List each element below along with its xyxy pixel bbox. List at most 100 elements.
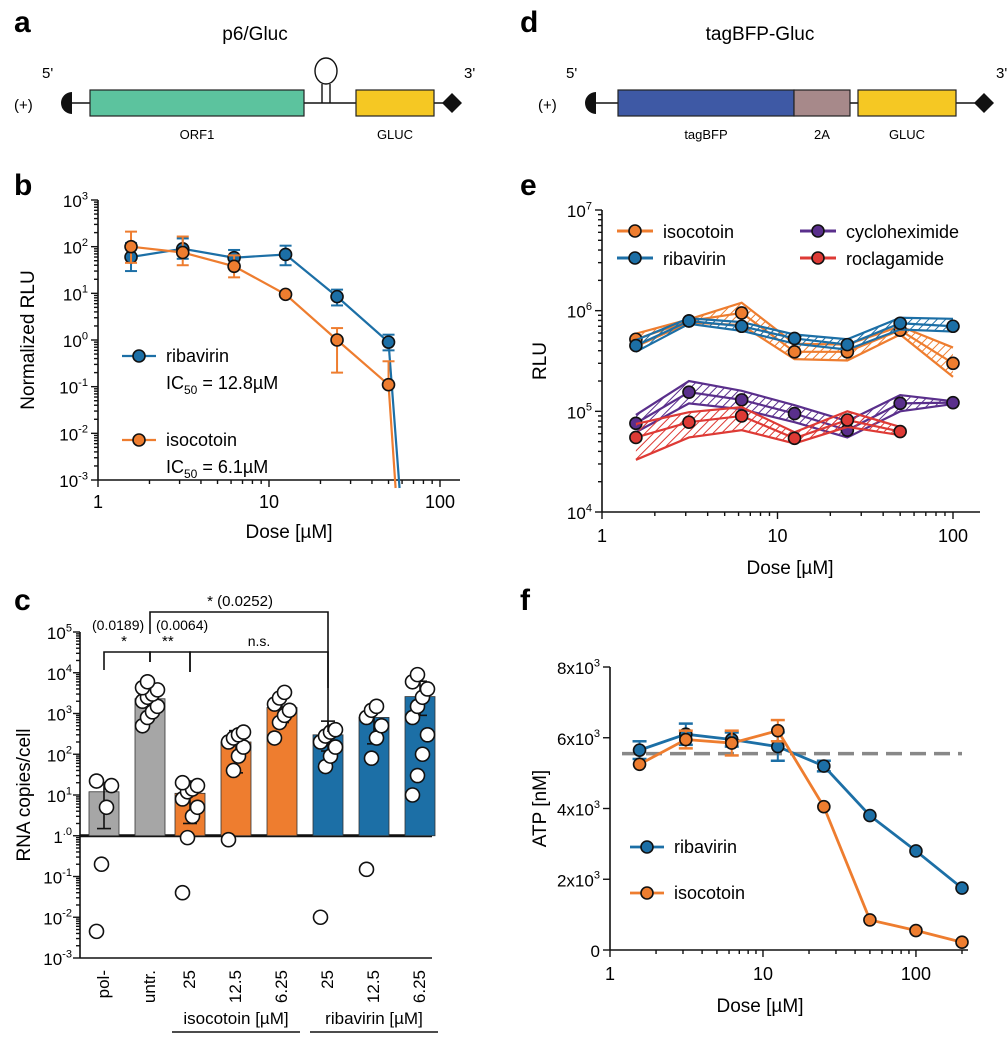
data-point-ribavirin bbox=[381, 335, 396, 349]
legend-marker bbox=[640, 886, 654, 900]
y-axis-label: RLU bbox=[530, 342, 551, 380]
band-lower bbox=[635, 402, 954, 439]
y-tick-label: 2x103 bbox=[557, 870, 600, 891]
p-value: (0.0064) bbox=[156, 617, 208, 633]
legend-marker bbox=[628, 224, 642, 238]
replicate-point bbox=[98, 799, 115, 816]
stem-loop-stem bbox=[321, 84, 331, 103]
gene-label: GLUC bbox=[377, 127, 413, 142]
panel-letter-e: e bbox=[520, 169, 537, 202]
series-line-isocotoin bbox=[130, 245, 397, 489]
data-point-roclagamide bbox=[893, 424, 907, 439]
y-tick-label: 106 bbox=[567, 301, 592, 322]
legend-marker bbox=[811, 224, 825, 238]
y-tick-label: 104 bbox=[47, 663, 72, 684]
data-point-ribavirin bbox=[330, 289, 344, 304]
legend-label: ribavirin bbox=[663, 249, 726, 269]
data-point-isocotoin bbox=[955, 935, 969, 950]
legend-label: ribavirin bbox=[166, 346, 229, 366]
category-label: 6.25 bbox=[410, 970, 429, 1003]
legend-marker bbox=[628, 251, 642, 265]
three-prime-label: 3' bbox=[464, 65, 475, 82]
data-point-ribavirin bbox=[955, 881, 969, 895]
data-point-isocotoin bbox=[946, 356, 960, 371]
data-point-roclagamide bbox=[734, 409, 749, 423]
x-tick-label: 10 bbox=[753, 964, 773, 984]
strand-label: (+) bbox=[14, 97, 33, 114]
replicate-point bbox=[174, 774, 191, 791]
gene-block bbox=[355, 89, 435, 117]
y-tick-label: 102 bbox=[47, 745, 72, 766]
category-label: 25 bbox=[180, 970, 199, 989]
x-tick-label: 10 bbox=[767, 526, 787, 546]
panel-f: 8x103 6x103 4x103 2x103 01 10 100 Dose [µM] ATP … bbox=[530, 657, 969, 1017]
replicate-point bbox=[93, 856, 110, 873]
legend-label: isocotoin bbox=[166, 430, 237, 450]
replicate-point bbox=[220, 831, 237, 848]
replicate-point bbox=[373, 717, 390, 734]
y-tick-label: 100 bbox=[63, 330, 88, 351]
data-point-isocotoin bbox=[679, 732, 693, 747]
category-label: pol- bbox=[94, 970, 113, 998]
band-upper bbox=[635, 406, 901, 434]
y-tick-label: 8x103 bbox=[557, 657, 600, 678]
series-line-ribavirin bbox=[130, 247, 401, 489]
data-point-cycloheximide bbox=[893, 396, 907, 411]
replicate-point bbox=[225, 762, 242, 779]
replicate-point bbox=[103, 777, 120, 794]
five-prime-label: 5' bbox=[42, 65, 53, 82]
significance: * (0.0252) bbox=[207, 593, 273, 610]
significance: * bbox=[121, 633, 127, 650]
gene-label: tagBFP bbox=[684, 127, 727, 142]
legend-marker bbox=[640, 840, 654, 854]
x-tick-label: 100 bbox=[938, 526, 968, 546]
replicate-point bbox=[419, 681, 436, 697]
replicate-point bbox=[149, 682, 166, 698]
ic50-label: IC50 = 12.8µM bbox=[166, 373, 278, 397]
gene-label: GLUC bbox=[889, 127, 925, 142]
data-point-isocotoin bbox=[863, 913, 877, 927]
x-axis-label: Dose [µM] bbox=[717, 996, 804, 1017]
replicate-point bbox=[327, 721, 344, 738]
category-label: 12.5 bbox=[364, 970, 383, 1003]
data-point-ribavirin bbox=[840, 337, 855, 352]
x-axis-label: Dose [µM] bbox=[246, 522, 333, 543]
y-tick-label: 10-2 bbox=[43, 908, 72, 929]
diagram-title: p6/Gluc bbox=[222, 24, 287, 45]
band-lower bbox=[635, 425, 901, 461]
panel-d: tagBFP-Gluc 5' 3' (+) tagBFP 2A GLUC bbox=[538, 24, 1007, 142]
y-tick-label: 10-1 bbox=[43, 867, 72, 888]
gene-block bbox=[617, 89, 795, 117]
strand-label: (+) bbox=[538, 97, 557, 114]
group-label: ribavirin [µM] bbox=[325, 1009, 423, 1028]
replicate-point bbox=[409, 666, 426, 683]
y-tick-label: 103 bbox=[63, 190, 88, 211]
cap-icon bbox=[585, 92, 596, 114]
panel-a: p6/Gluc 5' 3' (+) ORF1 GLUC bbox=[14, 24, 475, 142]
gene-block bbox=[857, 89, 957, 117]
data-point-ribavirin bbox=[863, 808, 877, 823]
replicate-point bbox=[88, 773, 105, 789]
bracket bbox=[149, 651, 191, 672]
data-point-ribavirin bbox=[893, 316, 907, 331]
data-point-isocotoin bbox=[124, 239, 138, 254]
data-point-isocotoin bbox=[330, 333, 344, 347]
y-axis-label: Normalized RLU bbox=[18, 270, 39, 409]
data-point-isocotoin bbox=[787, 345, 802, 359]
category-label: 25 bbox=[318, 970, 337, 989]
x-tick-label: 10 bbox=[259, 492, 279, 512]
category-label: untr. bbox=[140, 970, 159, 1003]
y-tick-label: 104 bbox=[567, 502, 592, 523]
three-prime-label: 3' bbox=[996, 65, 1007, 82]
data-point-ribavirin bbox=[817, 759, 831, 773]
bracket bbox=[103, 651, 151, 670]
replicate-point bbox=[327, 739, 344, 755]
group-label: isocotoin [µM] bbox=[183, 1009, 288, 1028]
ic50-label: IC50 = 6.1µM bbox=[166, 457, 268, 481]
data-point-ribavirin bbox=[909, 844, 923, 858]
data-point-isocotoin bbox=[175, 245, 190, 260]
significance: n.s. bbox=[248, 633, 271, 649]
significance: ** bbox=[162, 633, 174, 650]
replicate-point bbox=[368, 698, 385, 715]
data-point-ribavirin bbox=[629, 338, 643, 353]
